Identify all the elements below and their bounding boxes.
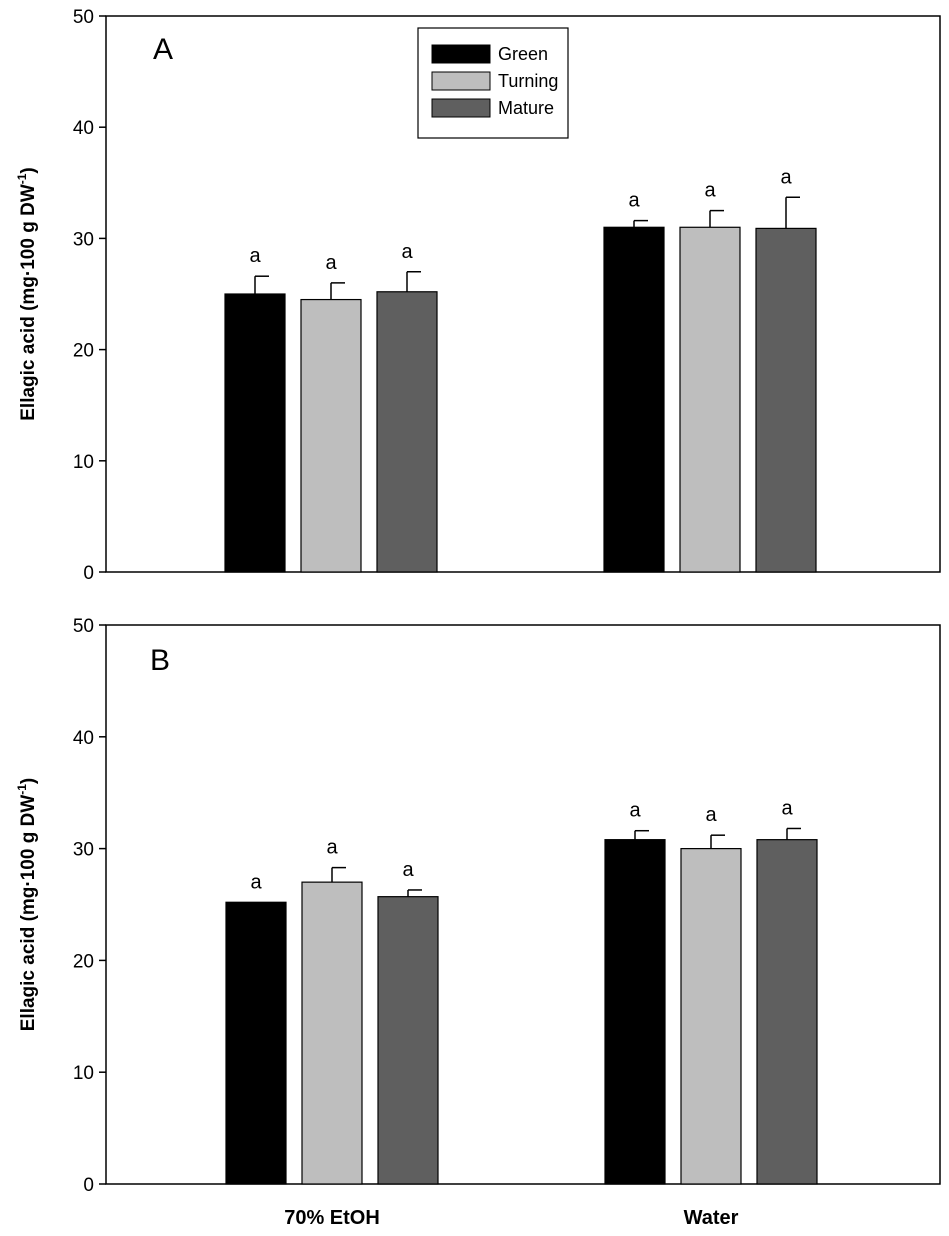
y-tick-label: 40: [73, 728, 94, 749]
y-axis-title-superscript: -1: [15, 784, 29, 795]
legend-swatch-mature: [431, 98, 491, 118]
legend-label: Green: [498, 44, 548, 64]
x-category-label: 70% EtOH: [284, 1207, 380, 1229]
significance-label: a: [781, 797, 793, 819]
panel-b: 0 10 20 30 40 50 Ellagic acid (mg·100 g DW-1) B…: [15, 616, 941, 1229]
significance-label: a: [780, 166, 792, 188]
legend-label: Turning: [498, 71, 558, 91]
bar-mature: [756, 839, 818, 1185]
x-category-label: Water: [684, 1207, 739, 1229]
legend-label: Mature: [498, 98, 554, 118]
bar-mature: [755, 227, 817, 573]
y-axis-title: Ellagic acid (mg·100 g DW-1): [15, 778, 39, 1032]
panel-label: B: [150, 644, 170, 677]
y-axis-title-main: Ellagic acid (mg·100 g DW: [18, 795, 39, 1032]
significance-label: a: [249, 245, 261, 267]
bar-green: [603, 226, 665, 573]
significance-label: a: [250, 871, 262, 893]
significance-label: a: [705, 804, 717, 826]
bar-mature: [377, 896, 439, 1185]
y-tick-label: 0: [83, 563, 94, 584]
y-tick-label: 10: [73, 1063, 94, 1084]
panel-a: 0 10 20 30 40 50 Ellagic acid (mg·100 g DW-1) A…: [15, 7, 941, 584]
significance-label: a: [628, 190, 640, 212]
y-tick-label: 0: [83, 1175, 94, 1196]
y-tick-label: 20: [73, 951, 94, 972]
bar-green: [224, 293, 286, 573]
y-tick-label: 50: [73, 616, 94, 637]
significance-label: a: [325, 252, 337, 274]
y-tick-label: 30: [73, 840, 94, 861]
bar-green: [604, 839, 666, 1185]
bar-mature: [376, 291, 438, 573]
bar-green: [225, 901, 287, 1185]
y-tick-label: 30: [73, 229, 94, 250]
y-tick-label: 50: [73, 7, 94, 28]
y-axis-title-close: ): [18, 167, 39, 173]
y-axis-title-main: Ellagic acid (mg·100 g DW: [18, 184, 39, 421]
y-tick-label: 20: [73, 341, 94, 362]
bar-turning: [301, 881, 363, 1185]
significance-label: a: [326, 837, 338, 859]
y-axis-title-superscript: -1: [15, 173, 29, 184]
significance-label: a: [629, 800, 641, 822]
significance-label: a: [402, 859, 414, 881]
bar-turning: [680, 847, 742, 1185]
bar-turning: [679, 226, 741, 573]
panel-label: A: [153, 33, 173, 66]
plot-frame: [105, 15, 941, 573]
legend-swatch-green: [431, 44, 491, 64]
legend: Green Turning Mature: [417, 27, 569, 139]
y-axis-title-close: ): [18, 778, 39, 784]
y-tick-label: 40: [73, 118, 94, 139]
legend-swatch-turning: [431, 71, 491, 91]
y-tick-label: 10: [73, 452, 94, 473]
significance-label: a: [401, 241, 413, 263]
plot-frame: [105, 624, 941, 1185]
bar-turning: [300, 298, 362, 573]
significance-label: a: [704, 180, 716, 202]
y-axis-title: Ellagic acid (mg·100 g DW-1): [15, 167, 39, 421]
